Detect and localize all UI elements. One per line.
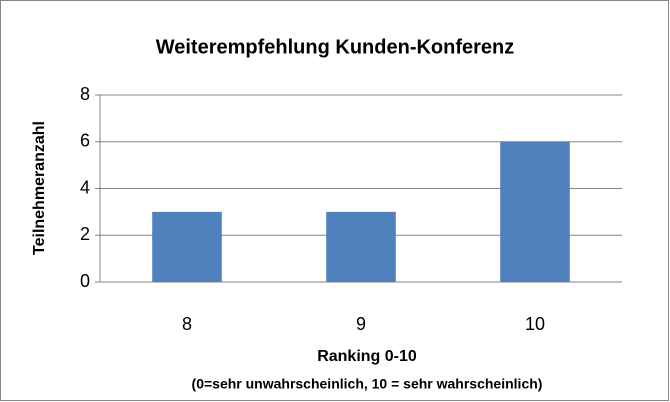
x-tick-label: 10: [525, 314, 545, 334]
y-tick-label: 2: [80, 224, 90, 244]
bar: [152, 211, 222, 282]
chart-title: Weiterempfehlung Kunden-Konferenz: [156, 36, 515, 58]
x-axis-label: Ranking 0-10: [317, 348, 417, 365]
bar: [500, 141, 570, 282]
y-axis-label: Teilnehmeranzahl: [31, 121, 48, 255]
x-tick-label: 9: [356, 314, 366, 334]
bar: [326, 211, 396, 282]
y-tick-label: 4: [80, 177, 90, 197]
x-axis-sublabel: (0=sehr unwahrscheinlich, 10 = sehr wahr…: [192, 376, 543, 392]
y-tick-label: 8: [80, 84, 90, 104]
y-tick-label: 6: [80, 131, 90, 151]
x-tick-label: 8: [182, 314, 192, 334]
y-tick-label: 0: [80, 271, 90, 291]
